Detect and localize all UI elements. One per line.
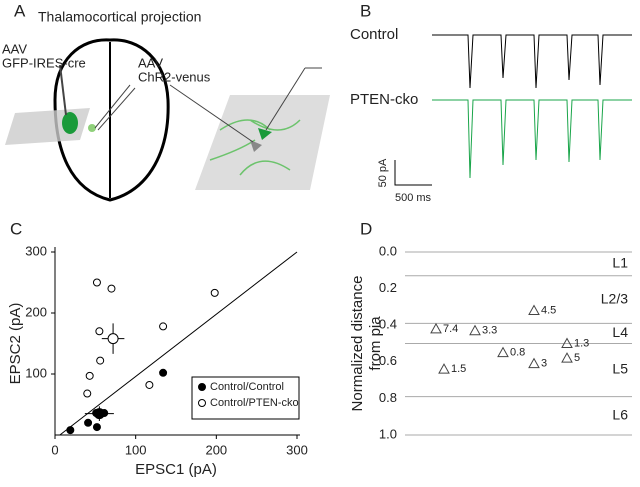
label: AAV [138,55,163,70]
y-tick-label: 200 [25,304,47,319]
pipette [94,84,131,129]
point [66,426,75,435]
triangle [561,337,573,348]
trace-control [432,34,632,89]
layer-label: L2/3 [601,290,628,306]
layer-label: L1 [612,255,628,271]
triangle [528,357,540,369]
x-axis-label: EPSC1 (pA) [135,461,217,478]
point-label: 1.5 [451,363,466,375]
point-label: 3.3 [482,325,497,337]
point [95,327,104,336]
triangle [528,304,540,316]
triangle [497,346,509,358]
point [84,418,93,427]
legend-label: Control/PTEN-cko [210,397,299,409]
pipette [265,67,306,131]
pipette [59,64,67,116]
neuron [250,140,262,152]
slice-zoom [195,95,330,190]
layer-label: L5 [612,361,628,377]
trace-label: PTEN-cko [350,91,418,108]
y-tick-label: 0.4 [379,317,397,332]
label: AAV [2,41,27,56]
y-tick-label: 300 [25,243,47,258]
scale-label: 500 ms [395,192,432,204]
legend-box [191,376,300,420]
point [85,371,94,380]
y-tick-label: 0.2 [379,280,397,295]
scale-label: 50 pA [377,158,389,187]
point [92,278,101,287]
triangle [430,322,442,334]
point [145,380,154,389]
legend-marker [198,383,206,391]
point [92,423,101,432]
pipette [169,84,254,143]
point-label: 3 [541,358,547,370]
y-tick-label: 1.0 [379,426,397,441]
thalamus [88,124,96,132]
fit-line [59,251,298,436]
trace-pten [432,99,632,179]
point-label: 0.8 [510,347,525,359]
panel-letter: A [14,1,26,20]
y-tick-label: 0.0 [379,243,397,258]
point [159,368,168,377]
triangle [438,363,450,374]
layer-label: L6 [612,406,628,422]
point [83,389,92,398]
x-tick-label: 100 [125,442,147,457]
panel-letter: D [360,219,372,238]
x-tick-label: 0 [51,442,58,457]
y-tick-label: 0.8 [379,390,397,405]
point-label: 1.3 [574,337,589,349]
point [210,288,219,297]
y-axis-label: Normalized distance [349,276,366,412]
pipette [97,87,136,131]
axons [209,119,301,176]
injection-site [62,112,78,134]
panel-letter: C [10,219,22,238]
y-axis-label: from pia [367,316,384,371]
mean-point [93,408,105,420]
triangle [469,324,481,336]
point [107,284,116,293]
triangle [561,352,573,363]
label: ChR2-venus [138,69,211,84]
point [96,356,105,365]
point-label: 5 [574,352,580,364]
y-tick-label: 100 [25,365,47,380]
scale-bar [394,160,432,186]
point-label: 7.4 [443,323,458,335]
mean-point [107,333,119,345]
legend-label: Control/Control [210,381,284,393]
x-tick-label: 300 [286,442,308,457]
point [159,322,168,331]
panel-title: Thalamocortical projection [38,9,201,25]
layer-label: L4 [612,324,628,340]
y-tick-label: 0.6 [379,353,397,368]
label: GFP-IRES-cre [2,55,86,70]
point-label: 4.5 [541,304,556,316]
charts: C 0 100 200 300 100 200 300 EPSC1 (pA) EPSC2 (pA)… [7,219,632,478]
legend-marker [198,399,206,407]
neuron [258,128,272,140]
panel-letter: B [360,1,371,20]
trace-label: Control [350,26,398,43]
y-axis-label: EPSC2 (pA) [7,303,24,385]
x-tick-label: 200 [205,442,227,457]
